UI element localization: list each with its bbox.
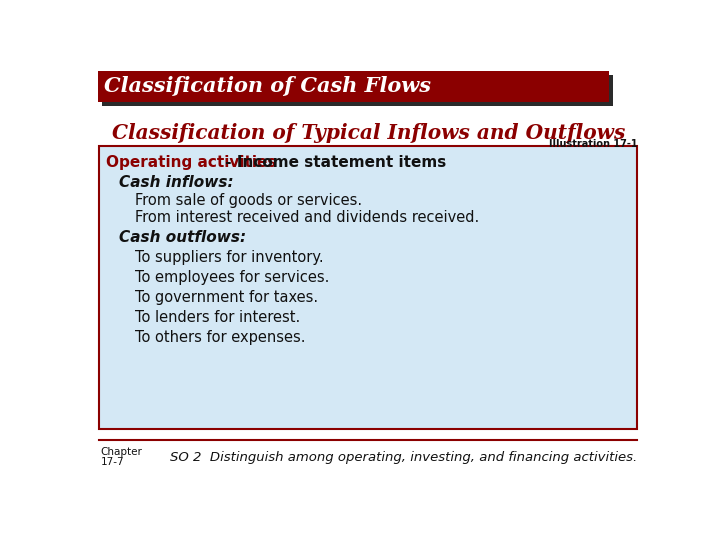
Text: From interest received and dividends received.: From interest received and dividends rec…: [135, 210, 480, 225]
Bar: [102, 75, 613, 106]
Text: To lenders for interest.: To lenders for interest.: [135, 310, 300, 325]
Bar: [99, 146, 637, 429]
Text: Chapter: Chapter: [101, 448, 143, 457]
Text: From sale of goods or services.: From sale of goods or services.: [135, 193, 362, 208]
Text: To suppliers for inventory.: To suppliers for inventory.: [135, 250, 323, 265]
Text: Classification of Cash Flows: Classification of Cash Flows: [104, 76, 431, 96]
Text: To others for expenses.: To others for expenses.: [135, 330, 305, 345]
Text: Cash outflows:: Cash outflows:: [120, 230, 246, 245]
Text: Cash inflows:: Cash inflows:: [120, 175, 234, 190]
Text: To employees for services.: To employees for services.: [135, 270, 329, 285]
Text: 17-7: 17-7: [101, 457, 125, 467]
Text: Classification of Typical Inflows and Outflows: Classification of Typical Inflows and Ou…: [112, 123, 625, 143]
Text: To government for taxes.: To government for taxes.: [135, 290, 318, 305]
Bar: [98, 71, 609, 102]
Text: SO 2  Distinguish among operating, investing, and financing activities.: SO 2 Distinguish among operating, invest…: [170, 451, 637, 464]
Text: Operating activities: Operating activities: [106, 155, 276, 170]
Text: Illustration 17-1: Illustration 17-1: [549, 139, 637, 149]
Text: - Income statement items: - Income statement items: [220, 155, 446, 170]
